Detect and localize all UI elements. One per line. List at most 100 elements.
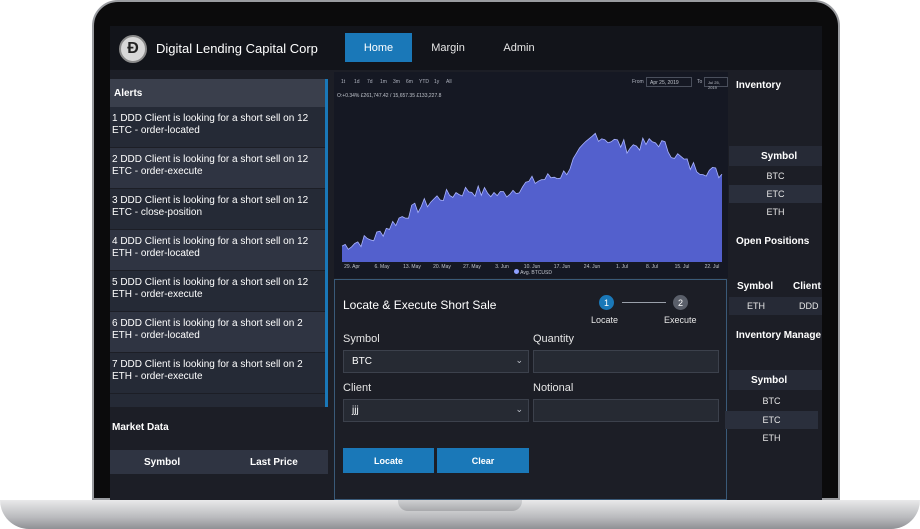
range-7d[interactable]: 7d [367,79,373,85]
open-positions-title: Open Positions [736,236,810,247]
alert-text: 7 DDD Client is looking for a short sell… [112,359,303,370]
brand-name: Digital Lending Capital Corp [156,41,318,56]
range-all[interactable]: All [446,79,452,85]
range-1t[interactable]: 1t [341,79,346,85]
legend-label: Avg. BTCUSD [520,270,552,276]
brand-logo-icon[interactable]: Ð [119,35,147,63]
column-header-client[interactable]: Client [793,281,821,292]
notional-input[interactable] [533,399,719,422]
alert-text: ETH - order-located [112,248,200,259]
symbol-label: Symbol [343,333,380,345]
step-1-label: Locate [591,315,619,325]
alert-item[interactable]: 7 DDD Client is looking for a short sell… [110,353,328,394]
top-navbar: Ð Digital Lending Capital Corp Home Marg… [110,26,822,70]
laptop-notch [398,500,522,511]
from-label: From [632,79,644,85]
x-tick-label: 29. Apr [344,264,360,270]
x-tick-label: 3. Jun [495,264,509,270]
price-chart: 1t 1d 7d 1m 3m 6m YTD 1y All From Apr 25… [334,72,728,278]
range-6m[interactable]: 6m [406,79,413,85]
app-screen: Ð Digital Lending Capital Corp Home Marg… [110,26,822,500]
inventory-manage-row[interactable]: BTC [762,396,781,406]
range-1m[interactable]: 1m [380,79,387,85]
inventory-row[interactable]: ETC [729,185,822,203]
column-header-last-price[interactable]: Last Price [250,457,298,468]
inventory-manage-row[interactable]: ETC [725,411,818,429]
alerts-panel: Alerts 1 DDD Client is looking for a sho… [110,79,328,407]
alert-item[interactable]: 2 DDD Client is looking for a short sell… [110,148,328,189]
series-line [341,132,723,250]
client-label: Client [343,382,372,394]
column-header-symbol[interactable]: Symbol [751,375,788,386]
step-2-indicator: 2 [673,295,688,310]
range-ytd[interactable]: YTD [419,79,429,85]
alert-text: 2 DDD Client is looking for a short sell… [112,154,309,165]
market-data-panel: Market Data Symbol Last Price [110,410,328,500]
chart-plot: 29. Apr 6. May 13. May 20. May 27. May 3. Jun… [341,132,723,270]
client-value: jjj [352,405,359,416]
x-tick-label: 24. Jun [584,264,601,270]
x-tick-label: 1. Jul [616,264,628,270]
alert-text: ETC - close-position [112,207,203,218]
nav-tab-admin[interactable]: Admin [503,41,535,54]
alert-text: 3 DDD Client is looking for a short sell… [112,195,309,206]
locate-button[interactable]: Locate [343,448,434,473]
inventory-row[interactable]: ETH [766,207,785,217]
to-date-input[interactable]: Jul 25, 2019 [704,77,728,90]
alert-text: 5 DDD Client is looking for a short sell… [112,277,309,288]
series-area [342,133,722,262]
quantity-label: Quantity [533,333,574,345]
inventory-header: Symbol [729,146,822,166]
inventory-row[interactable]: BTC [766,171,785,181]
alert-item[interactable]: 5 DDD Client is looking for a short sell… [110,271,328,312]
x-tick-label: 20. May [433,264,451,270]
alert-item[interactable]: 6 DDD Client is looking for a short sell… [110,312,328,353]
x-tick-label: 22. Jul [705,264,720,270]
positions-header: Symbol Client [729,276,822,296]
step-2-label: Execute [664,315,697,325]
legend-dot-icon [514,269,519,274]
alert-item[interactable]: 1 DDD Client is looking for a short sell… [110,107,328,148]
nav-tab-margin[interactable]: Margin [431,41,465,54]
client-select[interactable]: jjj ⌄ [343,399,529,422]
inventory-manage-row[interactable]: ETH [762,433,781,443]
x-tick-label: 13. May [403,264,421,270]
inventory-title: Inventory [736,80,782,91]
alert-text: ETH - order-execute [112,289,203,300]
clear-button[interactable]: Clear [437,448,529,473]
range-1d[interactable]: 1d [354,79,360,85]
nav-tab-home[interactable]: Home [345,33,412,62]
market-data-title: Market Data [112,422,169,433]
market-data-header: Symbol Last Price [110,450,328,474]
alert-text: ETC - order-located [112,125,200,136]
chart-legend[interactable]: Avg. BTCUSD [514,269,552,276]
alert-text: 1 DDD Client is looking for a short sell… [112,113,309,124]
alert-text: ETH - order-located [112,330,200,341]
alert-item[interactable]: 4 DDD Client is looking for a short sell… [110,230,328,271]
x-tick-label: 15. Jul [675,264,690,270]
alert-text: 6 DDD Client is looking for a short sell… [112,318,303,329]
right-panel: Inventory Symbol BTC ETC ETH Open Positi… [725,70,822,500]
to-label: To [697,79,703,85]
step-1-indicator: 1 [599,295,614,310]
from-date-input[interactable]: Apr 25, 2019 [646,77,692,87]
alert-text: 4 DDD Client is looking for a short sell… [112,236,309,247]
quantity-input[interactable] [533,350,719,373]
range-3m[interactable]: 3m [393,79,400,85]
x-tick-label: 17. Jun [554,264,571,270]
range-1y[interactable]: 1y [434,79,440,85]
position-row[interactable]: ETH DDD [729,297,822,315]
chevron-down-icon: ⌄ [515,355,523,365]
alerts-title: Alerts [110,79,328,107]
column-header-symbol[interactable]: Symbol [761,151,798,162]
chart-readout: O:+0.34% £261,747.42 / 15,657.35 £133,22… [337,93,442,99]
alert-item[interactable]: 3 DDD Client is looking for a short sell… [110,189,328,230]
alerts-scrollbar[interactable] [325,79,328,407]
column-header-symbol[interactable]: Symbol [144,457,181,468]
alert-text: ETC - order-execute [112,166,203,177]
symbol-select[interactable]: BTC ⌄ [343,350,529,373]
x-tick-label: 6. May [374,264,390,270]
column-header-symbol[interactable]: Symbol [737,281,774,292]
inventory-manage-header: Symbol [729,370,822,390]
